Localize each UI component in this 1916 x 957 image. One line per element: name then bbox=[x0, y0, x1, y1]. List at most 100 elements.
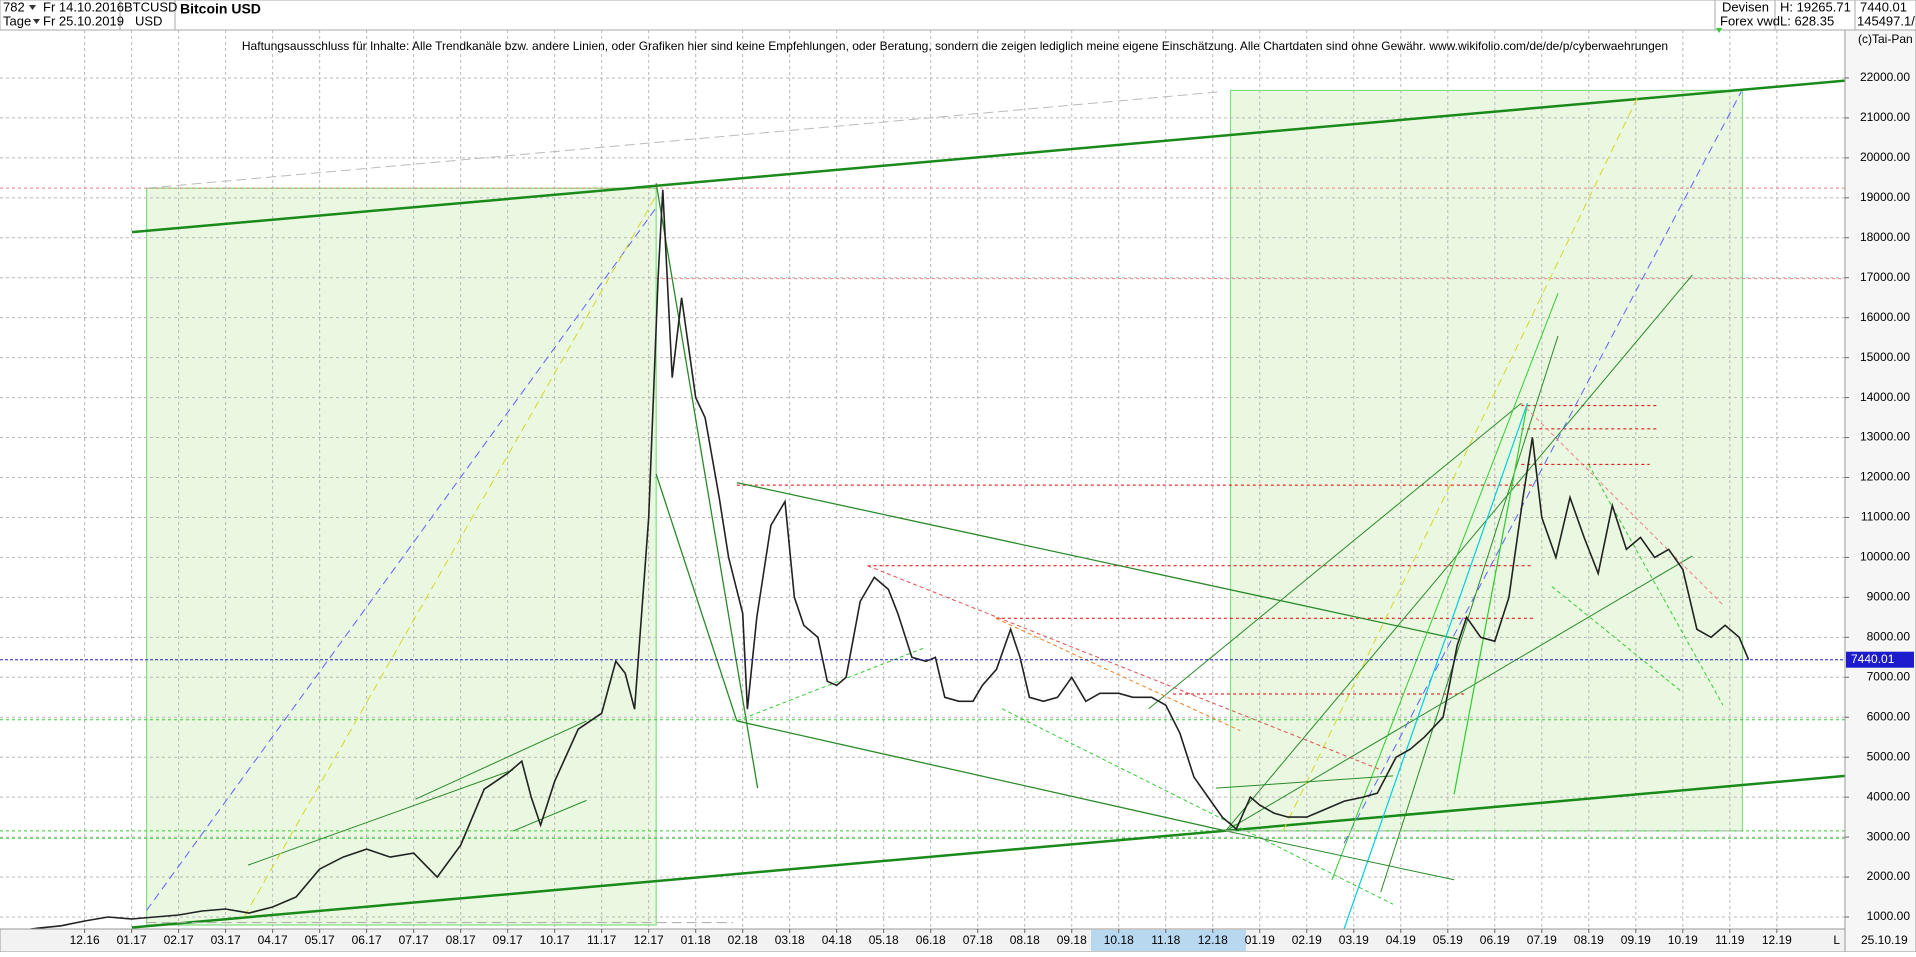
trendline bbox=[513, 799, 587, 832]
trendline bbox=[247, 769, 514, 866]
period: Tage bbox=[3, 13, 31, 28]
last-price-label: 7440.01 bbox=[1851, 652, 1895, 666]
x-tick-label: 07.18 bbox=[963, 933, 993, 947]
y-tick-label: 15000.00 bbox=[1860, 350, 1910, 364]
volume: 145497.1/ bbox=[1857, 13, 1915, 28]
x-tick-label: 02.17 bbox=[164, 933, 194, 947]
x-tick-label: 12.19 bbox=[1762, 933, 1792, 947]
x-tick-label: 07.17 bbox=[399, 933, 429, 947]
trendline bbox=[1343, 403, 1528, 929]
x-tick-label: 04.19 bbox=[1386, 933, 1416, 947]
x-tick-label: 08.19 bbox=[1574, 933, 1604, 947]
x-tick-label: 05.17 bbox=[305, 933, 335, 947]
x-tick-label: 08.17 bbox=[446, 933, 476, 947]
last-price-box bbox=[1846, 651, 1914, 668]
x-tick-label: 12.16 bbox=[70, 933, 100, 947]
y-tick-label: 4000.00 bbox=[1867, 789, 1911, 803]
dropdown-icon[interactable] bbox=[33, 19, 40, 24]
y-tick-label: 22000.00 bbox=[1860, 70, 1910, 84]
trendline bbox=[1225, 274, 1693, 832]
axis-end: L bbox=[1833, 933, 1840, 947]
x-tick-label: 03.17 bbox=[211, 933, 241, 947]
y-tick-label: 18000.00 bbox=[1860, 230, 1910, 244]
trendline bbox=[243, 195, 657, 917]
x-tick-label: 07.19 bbox=[1527, 933, 1557, 947]
last-price: 7440.01 bbox=[1860, 0, 1907, 14]
trendline bbox=[1225, 555, 1693, 832]
y-tick-label: 20000.00 bbox=[1860, 150, 1910, 164]
dropdown-icon[interactable] bbox=[29, 5, 36, 10]
x-tick-label: 04.17 bbox=[258, 933, 288, 947]
trendline bbox=[1588, 464, 1724, 706]
grid bbox=[0, 30, 1845, 929]
high: H: 19265.71 bbox=[1780, 0, 1851, 14]
bar-count: 782 bbox=[3, 0, 25, 14]
drawings bbox=[0, 79, 1846, 929]
x-tick-label: 02.18 bbox=[728, 933, 758, 947]
x-tick-label: 10.17 bbox=[540, 933, 570, 947]
x-tick-label: 11.18 bbox=[1151, 933, 1180, 947]
trendline bbox=[131, 774, 1846, 929]
x-tick-label: 10.18 bbox=[1104, 933, 1134, 947]
copyright: (c)Tai-Pan bbox=[1858, 32, 1913, 46]
disclaimer: Haftungsausschluss für Inhalte: Alle Tre… bbox=[242, 39, 1668, 53]
trendline bbox=[736, 720, 1226, 832]
marker-icon bbox=[1716, 28, 1722, 33]
price-layer bbox=[0, 189, 1845, 933]
zone bbox=[1229, 89, 1744, 832]
y-tick-label: 3000.00 bbox=[1867, 829, 1911, 843]
trendline bbox=[1520, 402, 1724, 606]
date-to: Fr 25.10.2019 bbox=[43, 13, 124, 28]
y-tick-label: 8000.00 bbox=[1867, 629, 1911, 643]
trendline bbox=[736, 647, 926, 722]
end-date: 25.10.19 bbox=[1861, 933, 1908, 947]
y-tick-label: 10000.00 bbox=[1860, 550, 1910, 564]
x-tick-label: 01.17 bbox=[117, 933, 147, 947]
x-tick-label: 03.19 bbox=[1339, 933, 1369, 947]
trendline bbox=[1343, 91, 1742, 844]
zone bbox=[146, 187, 657, 926]
y-tick-label: 21000.00 bbox=[1860, 110, 1910, 124]
x-tick-label: 05.19 bbox=[1433, 933, 1463, 947]
header-bar bbox=[0, 0, 1916, 31]
trendline bbox=[131, 79, 1846, 234]
y-tick-label: 12000.00 bbox=[1860, 470, 1910, 484]
y-tick-label: 19000.00 bbox=[1860, 190, 1910, 204]
symbol: BTCUSD bbox=[124, 0, 177, 14]
x-tick-label: 09.19 bbox=[1621, 933, 1651, 947]
source: Forex vwd bbox=[1720, 13, 1780, 28]
trendline bbox=[1380, 335, 1559, 893]
x-tick-label: 06.17 bbox=[352, 933, 382, 947]
y-tick-label: 11000.00 bbox=[1861, 510, 1910, 524]
x-tick-label: 10.19 bbox=[1668, 933, 1698, 947]
trendline bbox=[867, 565, 1381, 771]
trendline bbox=[1225, 830, 1455, 881]
x-tick-label: 01.19 bbox=[1245, 933, 1275, 947]
x-tick-label: 09.17 bbox=[493, 933, 523, 947]
y-tick-label: 9000.00 bbox=[1867, 590, 1911, 604]
x-tick-label: 11.19 bbox=[1715, 933, 1744, 947]
x-tick-label: 06.18 bbox=[916, 933, 946, 947]
trendline bbox=[1331, 293, 1559, 880]
market: Devisen bbox=[1722, 0, 1769, 14]
instrument-name: Bitcoin USD bbox=[180, 1, 261, 17]
x-tick-label: 09.18 bbox=[1057, 933, 1087, 947]
trendline bbox=[655, 473, 738, 722]
x-tick-label: 05.18 bbox=[869, 933, 899, 947]
x-tick-label: 01.18 bbox=[681, 933, 711, 947]
x-tick-label: 08.18 bbox=[1010, 933, 1040, 947]
trendline bbox=[655, 183, 759, 789]
trendline bbox=[1001, 708, 1394, 905]
trendline bbox=[1453, 403, 1529, 795]
trendline bbox=[1215, 775, 1394, 789]
y-axis-band bbox=[1844, 23, 1916, 953]
low: L: 628.35 bbox=[1780, 13, 1834, 28]
x-tick-label: 06.19 bbox=[1480, 933, 1510, 947]
x-tick-label: 02.19 bbox=[1292, 933, 1322, 947]
x-tick-label: 03.18 bbox=[775, 933, 805, 947]
trendline bbox=[995, 617, 1241, 732]
currency: USD bbox=[135, 13, 162, 28]
price-line bbox=[13, 189, 1750, 933]
y-tick-label: 5000.00 bbox=[1867, 749, 1911, 763]
